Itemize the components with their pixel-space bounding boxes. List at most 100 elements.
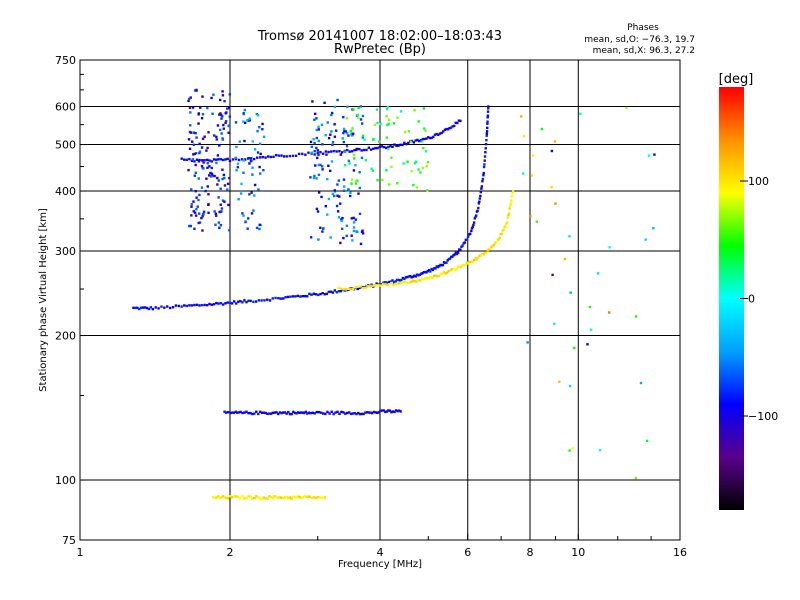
trace-point <box>136 306 139 309</box>
trace-point <box>366 285 369 288</box>
trace-point <box>438 264 441 268</box>
trace-point <box>388 283 391 286</box>
trace-point <box>484 147 487 150</box>
trace-point <box>139 306 143 309</box>
trace-point <box>422 277 426 281</box>
trace-point <box>301 495 305 499</box>
trace-point <box>365 148 368 152</box>
scatter-point <box>256 113 260 117</box>
trace-point <box>282 497 285 500</box>
scatter-point <box>193 211 197 214</box>
scatter-point <box>386 123 389 127</box>
scatter-point <box>379 122 382 126</box>
trace-point <box>287 497 290 500</box>
scatter-point <box>202 210 206 213</box>
scatter-point <box>337 216 341 219</box>
trace-point <box>470 227 474 230</box>
scatter-point <box>222 123 225 127</box>
scatter-point <box>242 171 245 174</box>
trace-point <box>421 271 424 275</box>
trace-point <box>395 278 399 282</box>
scatter-point <box>216 124 220 127</box>
trace-point <box>193 303 196 307</box>
trace-point <box>485 130 489 133</box>
scatter-point <box>410 169 413 173</box>
trace-point <box>226 157 229 161</box>
trace-point <box>455 267 458 271</box>
trace-point <box>237 300 240 303</box>
trace-point <box>486 114 490 117</box>
scatter-point <box>341 137 344 140</box>
scatter-point <box>414 160 418 164</box>
trace-point <box>285 155 288 158</box>
scatter-point <box>376 121 379 125</box>
scatter-point <box>235 145 238 149</box>
echo-points <box>132 88 656 500</box>
trace-point <box>481 177 485 181</box>
trace-point <box>166 305 169 308</box>
trace-point <box>249 299 252 303</box>
trace-point <box>410 276 413 279</box>
trace-point <box>306 412 309 415</box>
scatter-point <box>198 193 201 197</box>
trace-point <box>489 248 492 251</box>
trace-point <box>308 495 311 498</box>
trace-point <box>459 119 462 123</box>
trace-point <box>231 158 235 161</box>
scatter-point <box>320 195 323 199</box>
trace-point <box>432 274 436 277</box>
scatter-point <box>224 119 228 123</box>
trace-point <box>379 284 383 287</box>
scatter-point <box>205 149 208 152</box>
scatter-point <box>645 439 649 443</box>
trace-point <box>492 243 496 247</box>
scatter-point <box>197 177 200 180</box>
trace-point <box>329 290 333 293</box>
trace-point <box>350 150 354 153</box>
trace-point <box>487 105 490 108</box>
trace-point <box>349 287 352 291</box>
scatter-point <box>350 178 354 181</box>
scatter-point <box>251 173 254 176</box>
trace-point <box>486 122 489 125</box>
scatter-point <box>210 172 214 176</box>
x-tick-label: 8 <box>527 546 534 559</box>
trace-point <box>264 156 267 159</box>
trace-point <box>354 286 357 289</box>
trace-point <box>390 410 393 414</box>
scatter-point <box>359 242 363 246</box>
trace-point <box>364 286 367 290</box>
trace-point <box>275 495 278 498</box>
trace-point <box>255 495 258 498</box>
trace-point <box>300 496 303 500</box>
trace-point <box>143 306 147 309</box>
scatter-point <box>315 128 318 132</box>
scatter-point <box>193 227 196 231</box>
x-tick-label: 6 <box>464 546 471 559</box>
trace-point <box>388 409 392 412</box>
trace-point <box>228 159 232 163</box>
trace-point <box>481 253 484 256</box>
trace-point <box>441 272 444 275</box>
scatter-point <box>321 168 324 171</box>
trace-point <box>474 257 477 260</box>
trace-point <box>171 306 175 309</box>
y-tick-label: 200 <box>55 330 76 343</box>
trace-point <box>239 410 242 414</box>
scatter-point <box>207 131 210 134</box>
trace-point <box>430 267 433 271</box>
scatter-point <box>236 166 240 169</box>
scatter-point <box>553 140 557 143</box>
scatter-point <box>396 116 399 119</box>
scatter-point <box>647 154 651 157</box>
trace-point <box>147 307 151 311</box>
trace-point <box>461 264 464 267</box>
trace-point <box>387 145 390 149</box>
trace-point <box>479 253 483 257</box>
trace-point <box>259 410 262 413</box>
trace-point <box>472 258 476 262</box>
trace-point <box>289 295 292 298</box>
trace-point <box>319 496 322 499</box>
trace-point <box>160 305 163 308</box>
trace-point <box>380 283 383 286</box>
